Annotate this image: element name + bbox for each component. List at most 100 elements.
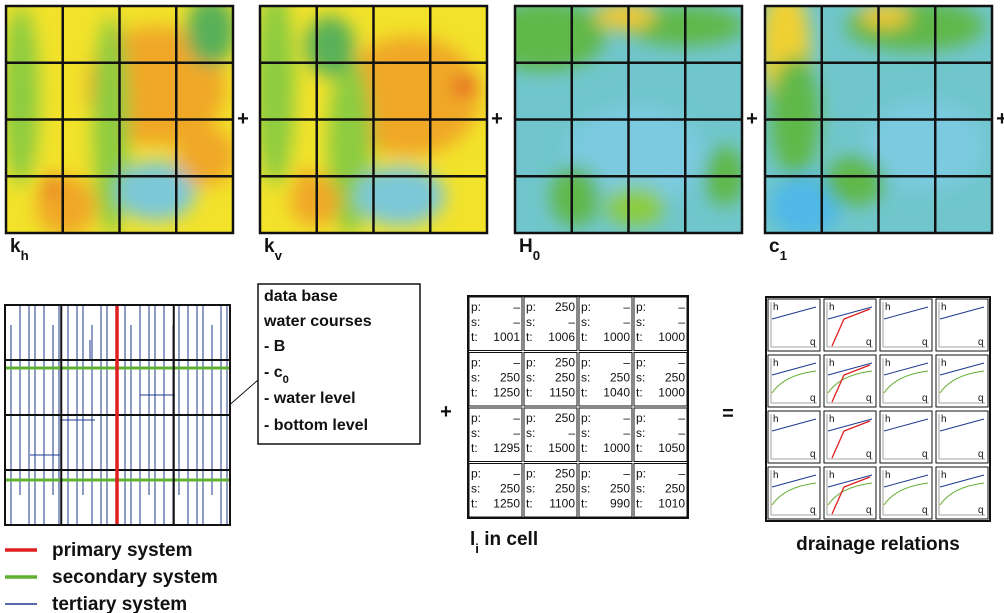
cell-value: 250 — [555, 482, 575, 496]
relation-y-label: h — [941, 358, 947, 369]
map-blob — [45, 176, 57, 196]
cell-key: t: — [581, 330, 588, 344]
relation-axes — [770, 470, 817, 516]
cell-key: s: — [581, 315, 590, 329]
cell-key: t: — [471, 330, 478, 344]
cell-key: t: — [636, 330, 643, 344]
label: kh — [10, 236, 29, 263]
map-blob — [186, 6, 233, 66]
label-sub: v — [275, 248, 283, 263]
relation-y-label: h — [941, 470, 947, 481]
cell-value: – — [568, 426, 575, 440]
cell-value: 250 — [500, 371, 520, 385]
table-cell — [523, 296, 578, 351]
tertiary-curve — [939, 362, 985, 376]
callout-line: data base — [264, 288, 338, 305]
label-sub: i — [475, 541, 479, 556]
label-sub: 0 — [283, 374, 289, 386]
table-cell — [633, 352, 688, 407]
label-base: k — [264, 236, 275, 257]
secondary-curve — [827, 482, 873, 506]
map-blobs — [765, 6, 985, 233]
contour-map — [260, 6, 487, 233]
cell-key: t: — [526, 330, 533, 344]
relation-x-label: q — [978, 505, 984, 516]
cell-key: s: — [636, 482, 645, 496]
relation-x-label: q — [810, 505, 816, 516]
map-blob — [290, 176, 340, 226]
relation-cell — [767, 298, 821, 352]
label-tail: in cell — [479, 529, 538, 550]
cell-value: – — [623, 315, 630, 329]
cell-key: p: — [581, 356, 591, 370]
relation-axes — [770, 302, 817, 348]
secondary-curve — [883, 482, 929, 506]
cell-key: t: — [471, 497, 478, 511]
relation-cell — [879, 466, 933, 520]
table-cell — [468, 463, 523, 518]
cell-value: – — [513, 300, 520, 314]
table-cell — [633, 407, 688, 462]
cell-value: – — [623, 467, 630, 481]
label: c1 — [769, 236, 788, 263]
relation-y-label: h — [773, 302, 779, 313]
cell-key: s: — [471, 426, 480, 440]
cell-key: s: — [526, 371, 535, 385]
table-cell — [578, 463, 633, 518]
label-base: l — [470, 529, 475, 550]
table-frame — [467, 295, 689, 519]
table-cell — [578, 296, 633, 351]
tertiary-curve — [939, 306, 985, 320]
relation-cell — [935, 410, 989, 464]
relation-x-label: q — [866, 393, 872, 404]
equals-sign: = — [722, 403, 734, 425]
secondary-curve — [827, 370, 873, 394]
cell-value: 1050 — [658, 441, 685, 455]
map-blob — [595, 6, 655, 30]
cell-key: s: — [526, 482, 535, 496]
relation-cell — [823, 354, 877, 408]
tertiary-curve — [883, 474, 929, 488]
cell-value: 1295 — [493, 441, 520, 455]
relation-x-label: q — [922, 505, 928, 516]
relation-cell — [823, 410, 877, 464]
cell-value: 1250 — [493, 497, 520, 511]
cell-key: p: — [526, 356, 536, 370]
cell-value: 250 — [610, 371, 630, 385]
relation-cell — [767, 354, 821, 408]
relation-x-label: q — [810, 449, 816, 460]
map-blob — [825, 156, 885, 206]
cell-value: – — [513, 315, 520, 329]
callout-connector — [225, 379, 259, 409]
relation-axes — [826, 302, 873, 348]
cell-key: s: — [636, 371, 645, 385]
secondary-curve — [883, 370, 929, 394]
tertiary-curve — [827, 362, 873, 376]
label: li in cell — [470, 529, 538, 556]
legend-label: tertiary system — [52, 594, 187, 613]
relation-x-label: q — [978, 337, 984, 348]
tertiary-curve — [883, 418, 929, 432]
label-sub: 1 — [780, 248, 788, 263]
relation-axes — [938, 358, 985, 404]
tertiary-curve — [883, 306, 929, 320]
cell-value: – — [623, 356, 630, 370]
relation-x-label: q — [810, 337, 816, 348]
tertiary-curve — [827, 418, 873, 432]
map-blob — [453, 78, 477, 94]
label-sub: 0 — [533, 248, 540, 263]
table-cell — [523, 463, 578, 518]
relation-axes — [770, 414, 817, 460]
relation-axes — [882, 414, 929, 460]
cell-key: t: — [581, 441, 588, 455]
table-cell — [523, 352, 578, 407]
plus-sign: + — [996, 108, 1004, 130]
relation-y-label: h — [885, 358, 891, 369]
relation-y-label: h — [829, 470, 835, 481]
cell-key: p: — [581, 411, 591, 425]
network-frame — [4, 304, 231, 526]
cell-key: s: — [526, 426, 535, 440]
relation-y-label: h — [941, 414, 947, 425]
relation-axes — [938, 470, 985, 516]
map-blob — [605, 186, 665, 226]
